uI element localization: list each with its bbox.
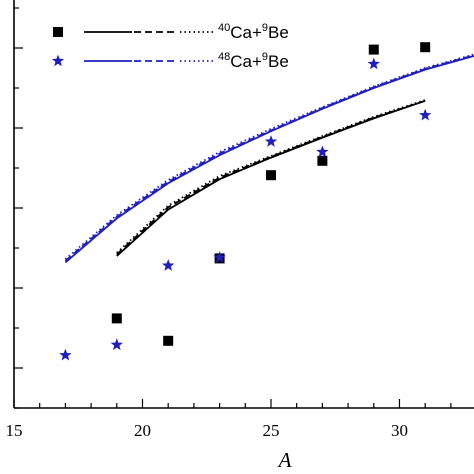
- series-1-square-point: [317, 155, 328, 166]
- series-1-solid-curve: [116, 99, 426, 257]
- model-curves: [64, 53, 474, 264]
- series-1-square-point: [111, 313, 122, 324]
- series-2-star-point: [59, 348, 72, 361]
- series-2-dashed-curve: [64, 54, 474, 262]
- legend: 40Ca+9Be 48Ca+9Be: [51, 22, 289, 71]
- series-2-star-point: [213, 251, 226, 263]
- series-2-star-point: [162, 259, 175, 271]
- series-2-dotted-curve: [64, 53, 474, 260]
- legend-marker-1: [53, 27, 63, 37]
- x-tick-label: 20: [134, 421, 151, 440]
- x-tick-label: 15: [6, 421, 23, 440]
- series-2-star-point: [264, 135, 278, 147]
- axes: 15 20 25 30: [6, 0, 474, 440]
- x-tick-label: 25: [262, 421, 279, 440]
- legend-label-2: 48Ca+9Be: [218, 51, 289, 71]
- x-axis-label: A: [277, 448, 292, 472]
- series-1-dashed-curve: [116, 99, 426, 256]
- series-2-solid-curve: [64, 55, 474, 264]
- legend-label-1: 40Ca+9Be: [218, 22, 289, 42]
- series-1-square-point: [163, 335, 174, 346]
- series-1-square-point: [368, 44, 379, 55]
- series-2-star-point: [419, 108, 432, 121]
- series-1-square-point: [420, 42, 431, 53]
- x-tick-label: 30: [391, 421, 408, 440]
- series-1-square-point: [265, 170, 276, 181]
- series-2-star-point: [316, 145, 329, 158]
- data-markers: [59, 42, 432, 361]
- series-2-star-point: [110, 338, 123, 351]
- legend-marker-2: [51, 54, 65, 67]
- series-2-star-point: [367, 57, 380, 70]
